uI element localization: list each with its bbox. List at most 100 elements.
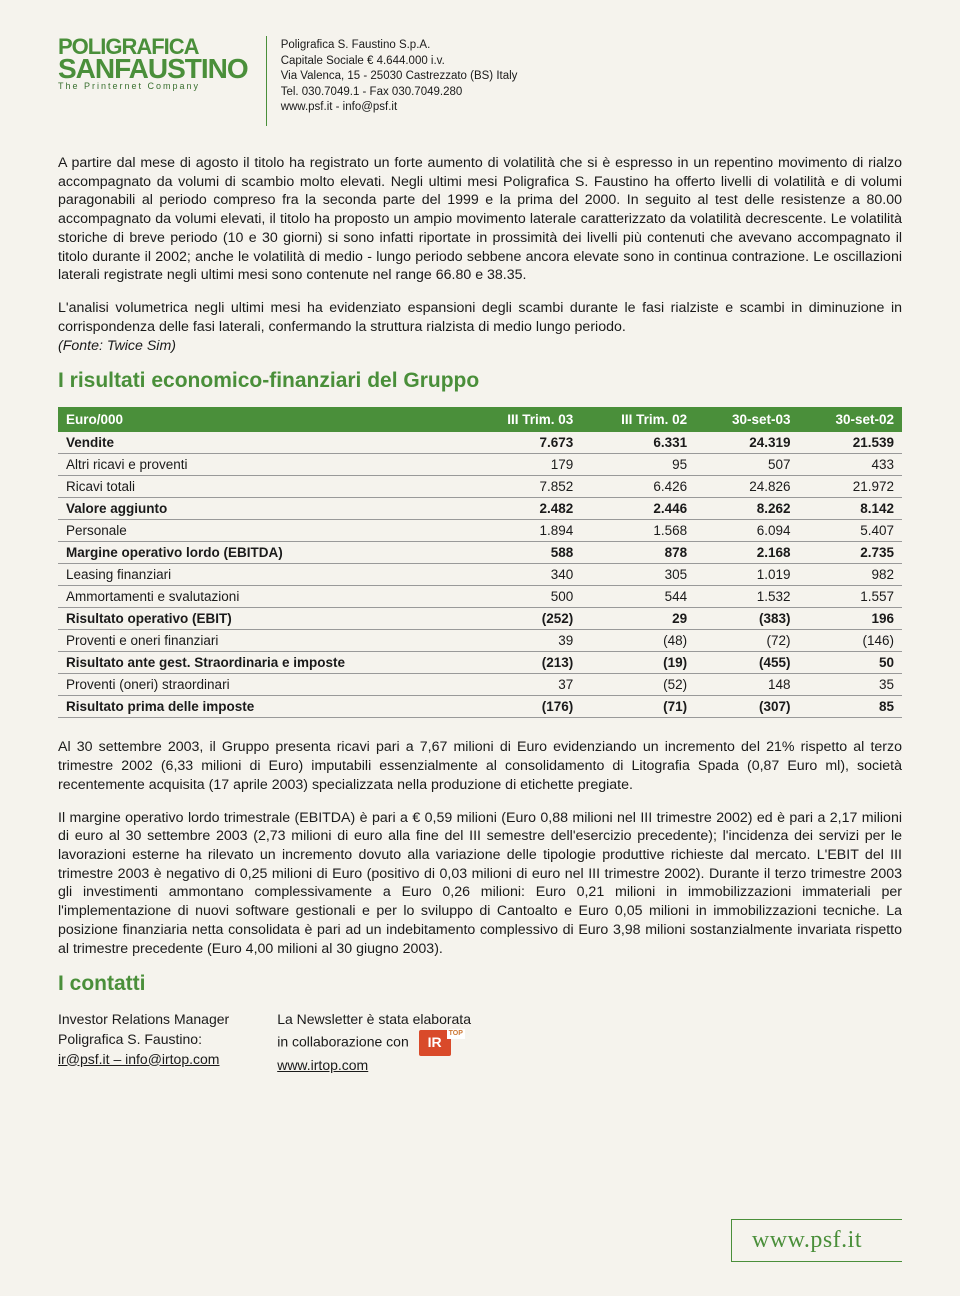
contact-line: Poligrafica S. Faustino:: [58, 1030, 229, 1050]
cell-value: (72): [695, 630, 798, 652]
cell-value: (455): [695, 652, 798, 674]
cell-value: 5.407: [799, 520, 902, 542]
row-label: Altri ricavi e proventi: [58, 454, 467, 476]
cell-value: 179: [467, 454, 581, 476]
contact-emails[interactable]: ir@psf.it – info@irtop.com: [58, 1050, 229, 1070]
company-info: Poligrafica S. Faustino S.p.A. Capitale …: [281, 38, 518, 116]
financial-table: Euro/000III Trim. 03III Trim. 0230-set-0…: [58, 407, 902, 718]
company-line: Poligrafica S. Faustino S.p.A.: [281, 38, 518, 54]
table-row: Leasing finanziari3403051.019982: [58, 564, 902, 586]
cell-value: 8.262: [695, 498, 798, 520]
section-title-results: I risultati economico-finanziari del Gru…: [58, 369, 902, 393]
cell-value: 2.168: [695, 542, 798, 564]
cell-value: 85: [799, 696, 902, 718]
paragraph: L'analisi volumetrica negli ultimi mesi …: [58, 299, 902, 355]
row-label: Ricavi totali: [58, 476, 467, 498]
row-label: Proventi e oneri finanziari: [58, 630, 467, 652]
divider: [266, 36, 267, 126]
cell-value: (383): [695, 608, 798, 630]
contacts: Investor Relations Manager Poligrafica S…: [58, 1010, 902, 1075]
cell-value: 1.894: [467, 520, 581, 542]
table-row: Valore aggiunto2.4822.4468.2628.142: [58, 498, 902, 520]
cell-value: 6.094: [695, 520, 798, 542]
cell-value: 507: [695, 454, 798, 476]
paragraph: A partire dal mese di agosto il titolo h…: [58, 154, 902, 285]
table-row: Ammortamenti e svalutazioni5005441.5321.…: [58, 586, 902, 608]
cell-value: 305: [581, 564, 695, 586]
cell-value: 544: [581, 586, 695, 608]
cell-value: 37: [467, 674, 581, 696]
cell-value: 7.852: [467, 476, 581, 498]
cell-value: 21.539: [799, 432, 902, 454]
cell-value: (252): [467, 608, 581, 630]
table-row: Risultato prima delle imposte(176)(71)(3…: [58, 696, 902, 718]
cell-value: 50: [799, 652, 902, 674]
table-header: 30-set-02: [799, 407, 902, 432]
row-label: Valore aggiunto: [58, 498, 467, 520]
footer-url[interactable]: www.psf.it: [731, 1219, 902, 1262]
contact-line: La Newsletter è stata elaborata: [277, 1010, 471, 1030]
cell-value: 500: [467, 586, 581, 608]
row-label: Risultato operativo (EBIT): [58, 608, 467, 630]
row-label: Risultato prima delle imposte: [58, 696, 467, 718]
row-label: Leasing finanziari: [58, 564, 467, 586]
company-line: Capitale Sociale € 4.644.000 i.v.: [281, 54, 518, 70]
cell-value: (19): [581, 652, 695, 674]
table-row: Risultato ante gest. Straordinaria e imp…: [58, 652, 902, 674]
cell-value: (146): [799, 630, 902, 652]
contact-line: in collaborazione con IRTOP: [277, 1030, 471, 1056]
cell-value: 24.826: [695, 476, 798, 498]
table-row: Ricavi totali7.8526.42624.82621.972: [58, 476, 902, 498]
logo: POLIGRAFICA SANFAUSTINO The Printernet C…: [58, 38, 248, 91]
cell-value: 2.446: [581, 498, 695, 520]
contact-link[interactable]: www.irtop.com: [277, 1056, 471, 1076]
table-row: Proventi e oneri finanziari39(48)(72)(14…: [58, 630, 902, 652]
paragraph: Il margine operativo lordo trimestrale (…: [58, 809, 902, 959]
cell-value: 2.482: [467, 498, 581, 520]
table-row: Proventi (oneri) straordinari37(52)14835: [58, 674, 902, 696]
row-label: Personale: [58, 520, 467, 542]
logo-line2: SANFAUSTINO: [58, 57, 248, 81]
source: (Fonte: Twice Sim): [58, 338, 176, 354]
paragraph: Al 30 settembre 2003, il Gruppo presenta…: [58, 738, 902, 794]
cell-value: 39: [467, 630, 581, 652]
cell-value: (213): [467, 652, 581, 674]
cell-value: 24.319: [695, 432, 798, 454]
row-label: Risultato ante gest. Straordinaria e imp…: [58, 652, 467, 674]
table-header: Euro/000: [58, 407, 467, 432]
cell-value: (52): [581, 674, 695, 696]
cell-value: (176): [467, 696, 581, 718]
cell-value: (48): [581, 630, 695, 652]
contacts-right: La Newsletter è stata elaborata in colla…: [277, 1010, 471, 1075]
cell-value: 148: [695, 674, 798, 696]
cell-value: 35: [799, 674, 902, 696]
cell-value: (307): [695, 696, 798, 718]
company-line: Via Valenca, 15 - 25030 Castrezzato (BS)…: [281, 69, 518, 85]
irtop-logo: IRTOP: [419, 1030, 465, 1056]
cell-value: 2.735: [799, 542, 902, 564]
table-header: III Trim. 02: [581, 407, 695, 432]
section-title-contacts: I contatti: [58, 972, 902, 996]
cell-value: 196: [799, 608, 902, 630]
cell-value: 6.331: [581, 432, 695, 454]
contacts-left: Investor Relations Manager Poligrafica S…: [58, 1010, 229, 1075]
table-row: Altri ricavi e proventi17995507433: [58, 454, 902, 476]
cell-value: 1.568: [581, 520, 695, 542]
contact-line: Investor Relations Manager: [58, 1010, 229, 1030]
cell-value: 588: [467, 542, 581, 564]
cell-value: 7.673: [467, 432, 581, 454]
cell-value: 433: [799, 454, 902, 476]
cell-value: 95: [581, 454, 695, 476]
table-row: Vendite7.6736.33124.31921.539: [58, 432, 902, 454]
cell-value: 340: [467, 564, 581, 586]
cell-value: 1.532: [695, 586, 798, 608]
logo-tagline: The Printernet Company: [58, 83, 248, 91]
table-header: 30-set-03: [695, 407, 798, 432]
header: POLIGRAFICA SANFAUSTINO The Printernet C…: [58, 38, 902, 126]
row-label: Vendite: [58, 432, 467, 454]
row-label: Ammortamenti e svalutazioni: [58, 586, 467, 608]
table-row: Personale1.8941.5686.0945.407: [58, 520, 902, 542]
cell-value: 6.426: [581, 476, 695, 498]
table-header: III Trim. 03: [467, 407, 581, 432]
cell-value: 8.142: [799, 498, 902, 520]
